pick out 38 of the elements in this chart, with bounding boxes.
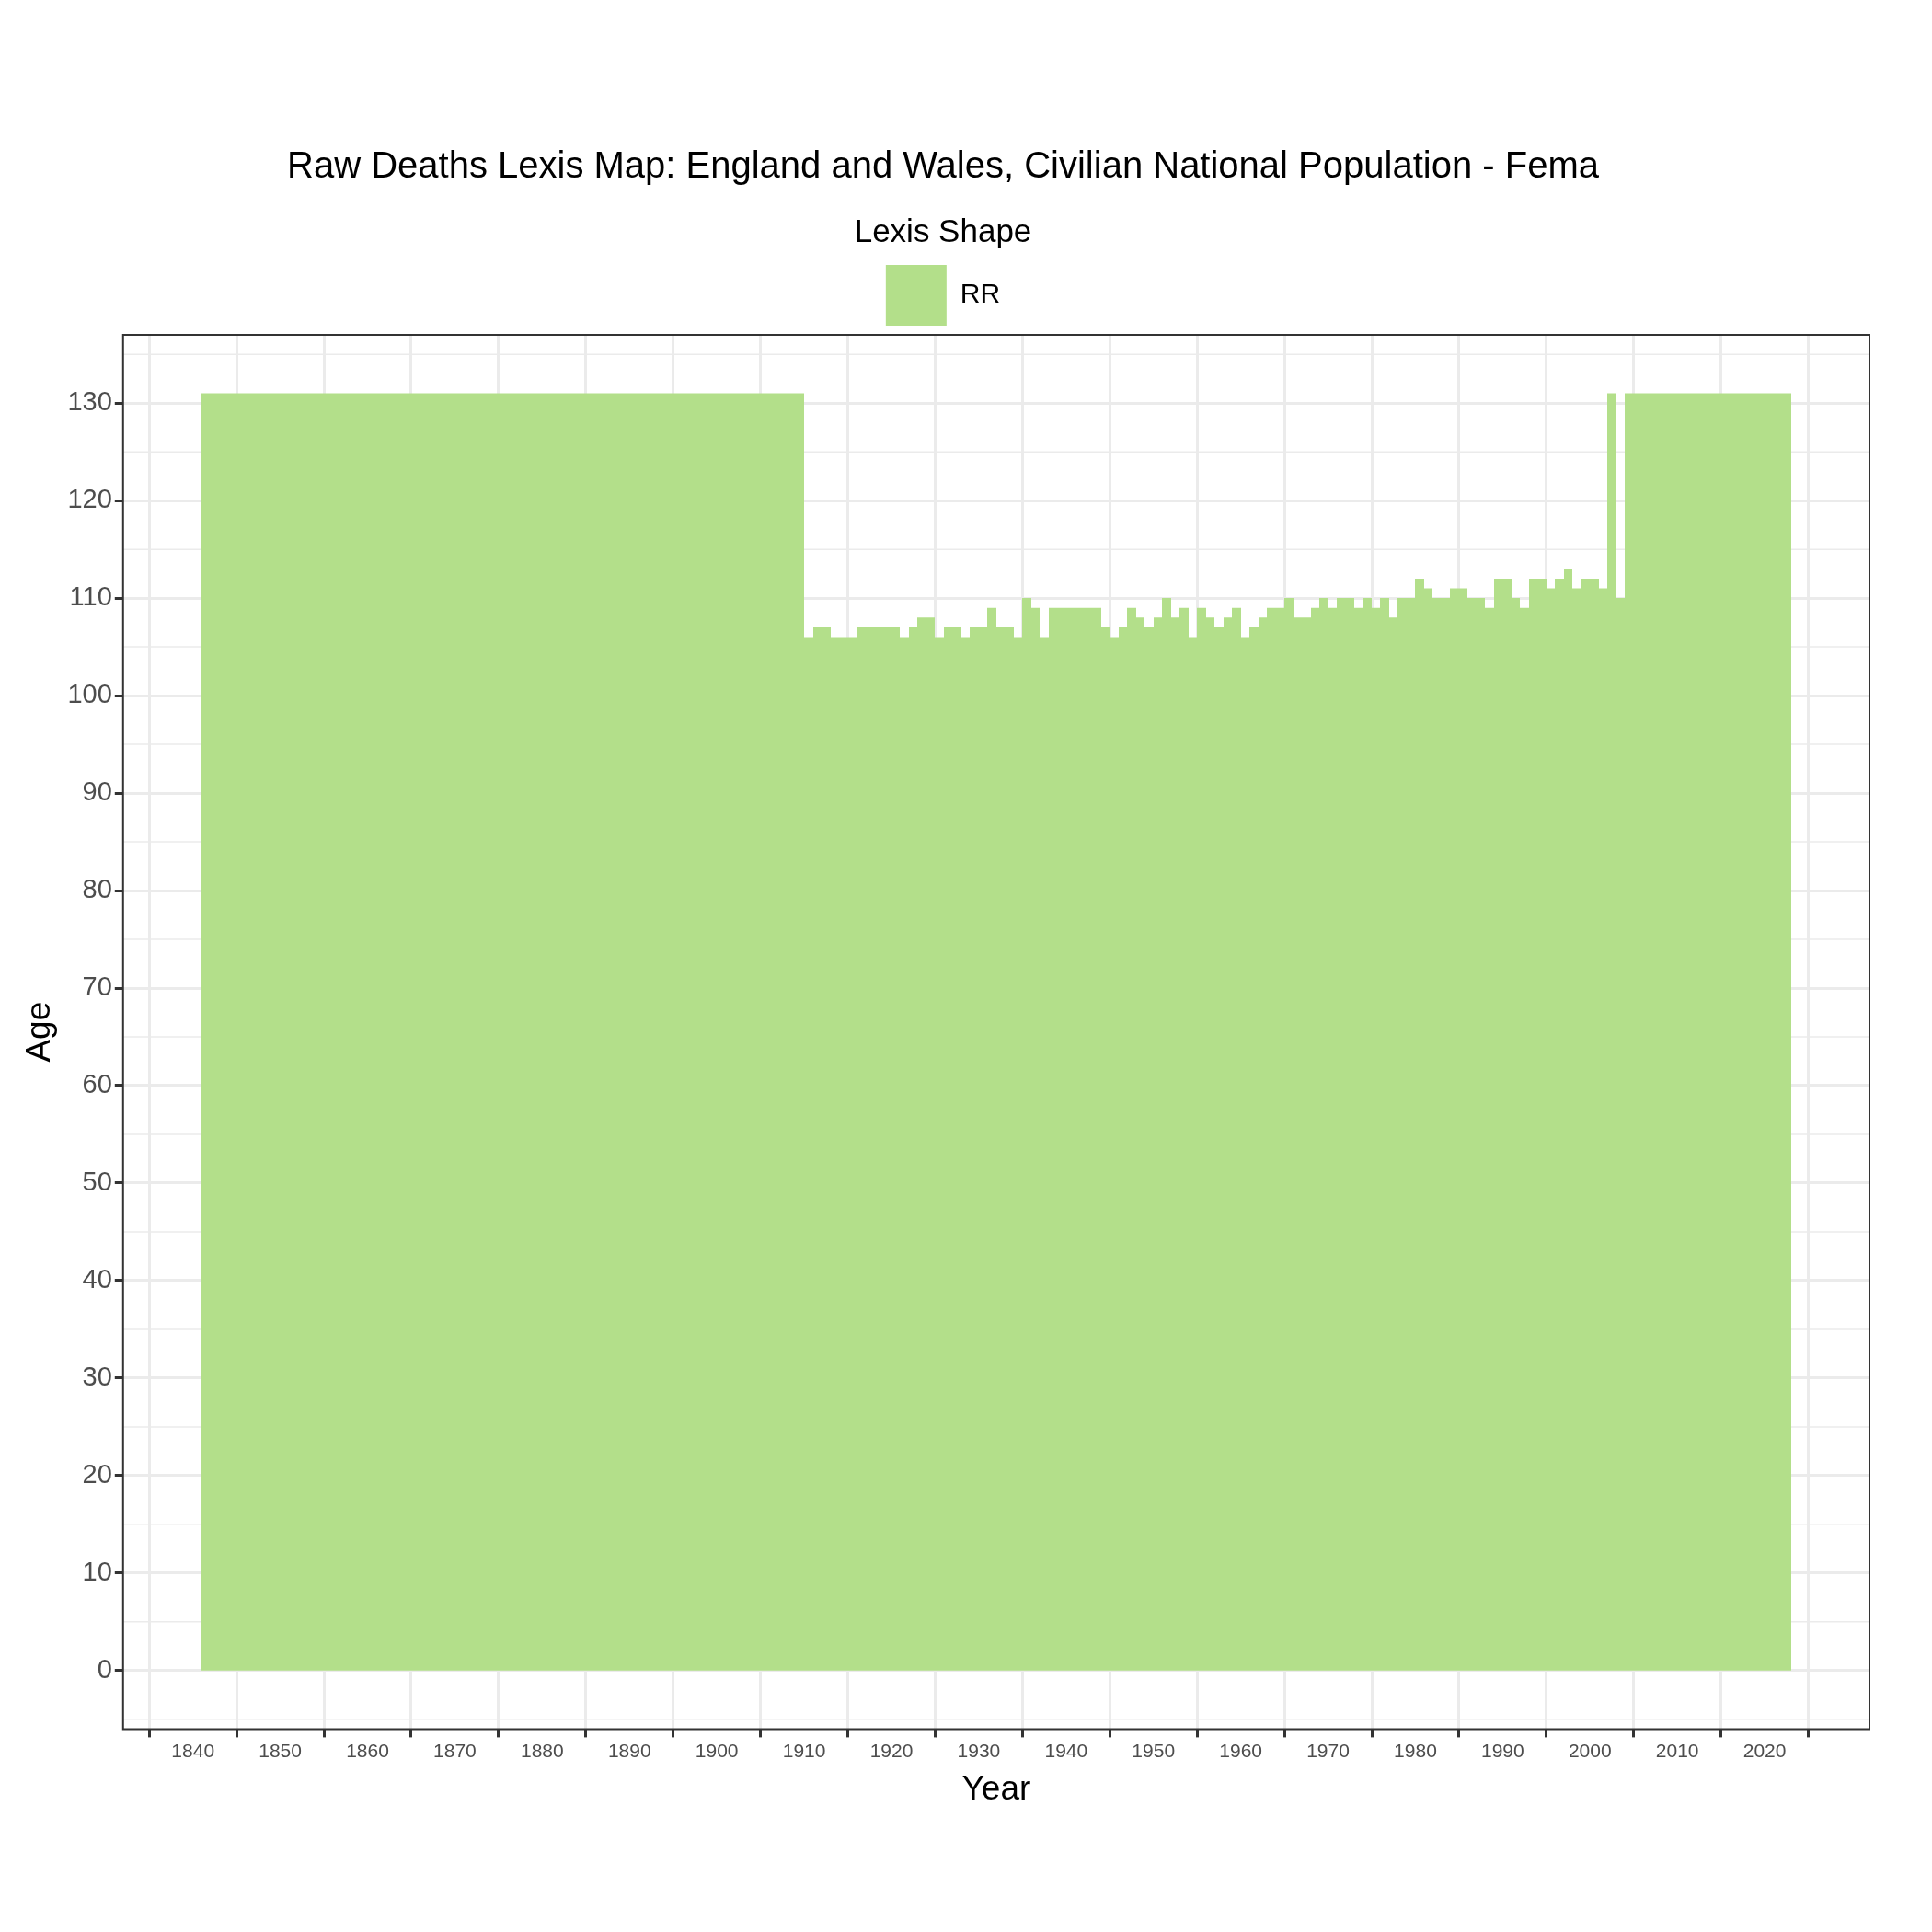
y-tick-label: 120 <box>67 484 112 514</box>
x-tick-label: 1850 <box>259 1739 302 1761</box>
x-tick-label: 1940 <box>1044 1739 1088 1761</box>
y-tick-label: 50 <box>82 1166 112 1196</box>
legend-label: RR <box>960 278 1001 309</box>
x-tick-label: 1980 <box>1394 1739 1437 1761</box>
y-tick-label: 60 <box>82 1068 112 1098</box>
x-tick-label: 1910 <box>782 1739 826 1761</box>
x-tick-label: 1950 <box>1132 1739 1176 1761</box>
y-tick-label: 10 <box>82 1556 112 1586</box>
x-tick-label: 1860 <box>346 1739 389 1761</box>
x-tick-label: 1870 <box>433 1739 477 1761</box>
y-tick-label: 80 <box>82 874 112 904</box>
y-tick-label: 40 <box>82 1263 112 1294</box>
x-tick-label: 2010 <box>1655 1739 1699 1761</box>
x-tick-label: 1900 <box>695 1739 739 1761</box>
y-tick-label: 20 <box>82 1458 112 1489</box>
y-tick-label: 110 <box>69 581 112 612</box>
x-tick-label: 1880 <box>521 1739 564 1761</box>
x-tick-label: 1840 <box>171 1739 215 1761</box>
x-tick-label: 2020 <box>1742 1739 1787 1761</box>
y-tick-label: 130 <box>67 386 112 417</box>
chart-title: Raw Deaths Lexis Map: England and Wales, Civilian National Population - Fema <box>287 144 1600 186</box>
x-tick-label: 1920 <box>869 1739 914 1761</box>
x-tick-label: 1960 <box>1219 1739 1262 1761</box>
x-tick-label: 1990 <box>1481 1739 1524 1761</box>
x-tick-label: 2000 <box>1568 1739 1612 1761</box>
x-tick-label: 1890 <box>607 1739 651 1761</box>
x-tick-label: 1930 <box>957 1739 1001 1761</box>
x-tick-label: 1970 <box>1306 1739 1350 1761</box>
y-tick-label: 100 <box>67 679 112 709</box>
x-axis-title: Year <box>961 1769 1031 1807</box>
y-tick-label: 0 <box>97 1653 112 1684</box>
y-tick-label: 70 <box>82 972 112 1002</box>
y-axis-title: Age <box>19 1001 58 1063</box>
y-tick-label: 30 <box>82 1361 112 1391</box>
y-tick-label: 90 <box>82 776 112 807</box>
legend-title: Lexis Shape <box>854 213 1032 249</box>
